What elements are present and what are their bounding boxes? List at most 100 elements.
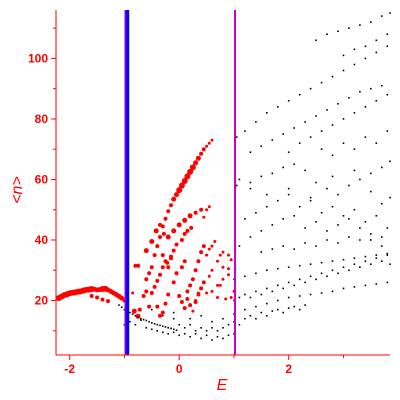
black-data-point <box>353 112 356 114</box>
red-data-point <box>224 297 228 301</box>
black-data-point <box>342 118 345 120</box>
black-data-point <box>140 317 142 320</box>
black-data-point <box>375 39 378 42</box>
red-data-point <box>210 138 214 142</box>
red-data-point <box>144 289 149 294</box>
red-data-point <box>229 258 233 262</box>
ticks-layer: -2 0 2 20 40 60 80 100 <box>28 27 344 376</box>
black-data-point <box>348 27 350 29</box>
black-data-point <box>386 45 389 48</box>
red-data-point <box>201 280 206 285</box>
black-data-point <box>287 193 290 196</box>
black-data-point <box>172 311 175 314</box>
black-data-point <box>244 293 246 296</box>
red-data-point <box>155 278 160 283</box>
black-data-point <box>255 121 257 123</box>
red-data-point <box>196 291 200 295</box>
black-data-point <box>227 323 230 326</box>
red-data-point <box>221 277 225 281</box>
black-data-point <box>293 284 295 287</box>
black-data-point <box>304 304 306 306</box>
red-data-point <box>178 182 185 189</box>
black-data-point <box>353 63 356 66</box>
red-data-point <box>181 178 188 184</box>
red-data-point <box>177 294 182 298</box>
black-data-point <box>315 245 317 247</box>
black-data-point <box>364 106 367 108</box>
black-data-point <box>293 248 295 250</box>
black-data-point <box>137 316 139 318</box>
black-data-point <box>222 337 224 340</box>
red-data-point <box>155 244 160 249</box>
black-data-point <box>129 320 131 323</box>
red-data-point <box>182 217 188 223</box>
black-data-point <box>227 334 230 337</box>
red-data-point <box>189 164 196 171</box>
red-data-point <box>158 222 162 227</box>
black-data-point <box>337 193 339 196</box>
red-data-point <box>171 196 177 202</box>
black-data-point <box>271 172 274 175</box>
red-data-point <box>185 297 190 301</box>
black-data-point <box>183 327 186 329</box>
red-data-point <box>152 253 157 258</box>
black-data-point <box>194 330 197 332</box>
black-data-point <box>304 227 306 229</box>
red-data-point <box>144 277 149 282</box>
black-data-point <box>162 331 164 334</box>
black-data-point <box>353 208 356 211</box>
red-data-point <box>216 259 219 263</box>
black-data-point <box>131 313 134 315</box>
black-data-point <box>287 307 290 309</box>
black-data-point <box>375 142 378 144</box>
red-data-point <box>158 313 162 318</box>
black-data-point <box>331 269 334 272</box>
red-data-point <box>155 304 160 309</box>
black-data-point <box>364 57 367 60</box>
red-data-point <box>210 244 214 248</box>
black-data-point <box>370 172 372 175</box>
black-data-point <box>370 190 372 193</box>
red-data-point <box>182 259 187 264</box>
red-data-point <box>205 291 209 295</box>
black-data-point <box>205 330 208 332</box>
black-data-point <box>249 151 252 153</box>
black-data-point <box>304 169 306 172</box>
black-data-point <box>271 248 274 250</box>
red-data-point <box>100 297 105 302</box>
black-data-point <box>359 24 361 26</box>
black-data-point <box>298 264 301 267</box>
red-data-point <box>207 141 211 145</box>
x-tick-label: -2 <box>64 362 75 376</box>
black-data-point <box>326 230 328 232</box>
black-data-point <box>260 293 263 296</box>
black-data-point <box>364 260 367 262</box>
red-data-point <box>205 208 209 212</box>
black-data-point <box>260 175 263 178</box>
black-data-point <box>389 12 391 14</box>
red-data-point <box>171 248 176 253</box>
red-data-point <box>165 260 170 265</box>
black-data-point <box>140 319 142 321</box>
red-data-point <box>158 235 162 239</box>
vertical-lines-layer <box>124 10 236 355</box>
black-data-point <box>386 252 389 255</box>
black-data-point <box>156 323 159 326</box>
black-data-point <box>287 281 290 284</box>
black-data-point <box>260 230 263 232</box>
red-data-point <box>190 277 195 282</box>
black-data-point <box>359 178 361 181</box>
black-data-point <box>298 142 301 144</box>
red-data-point <box>199 207 204 212</box>
black-data-point <box>249 181 252 184</box>
x-tick-label: 0 <box>176 362 183 376</box>
red-data-point <box>135 313 141 319</box>
black-data-point <box>370 21 372 23</box>
black-data-point <box>148 320 150 323</box>
black-data-point <box>370 239 372 241</box>
red-data-point <box>166 265 171 270</box>
black-data-point <box>381 84 383 87</box>
axes-layer <box>55 10 390 356</box>
black-data-point <box>172 331 175 334</box>
black-data-point <box>298 308 301 311</box>
